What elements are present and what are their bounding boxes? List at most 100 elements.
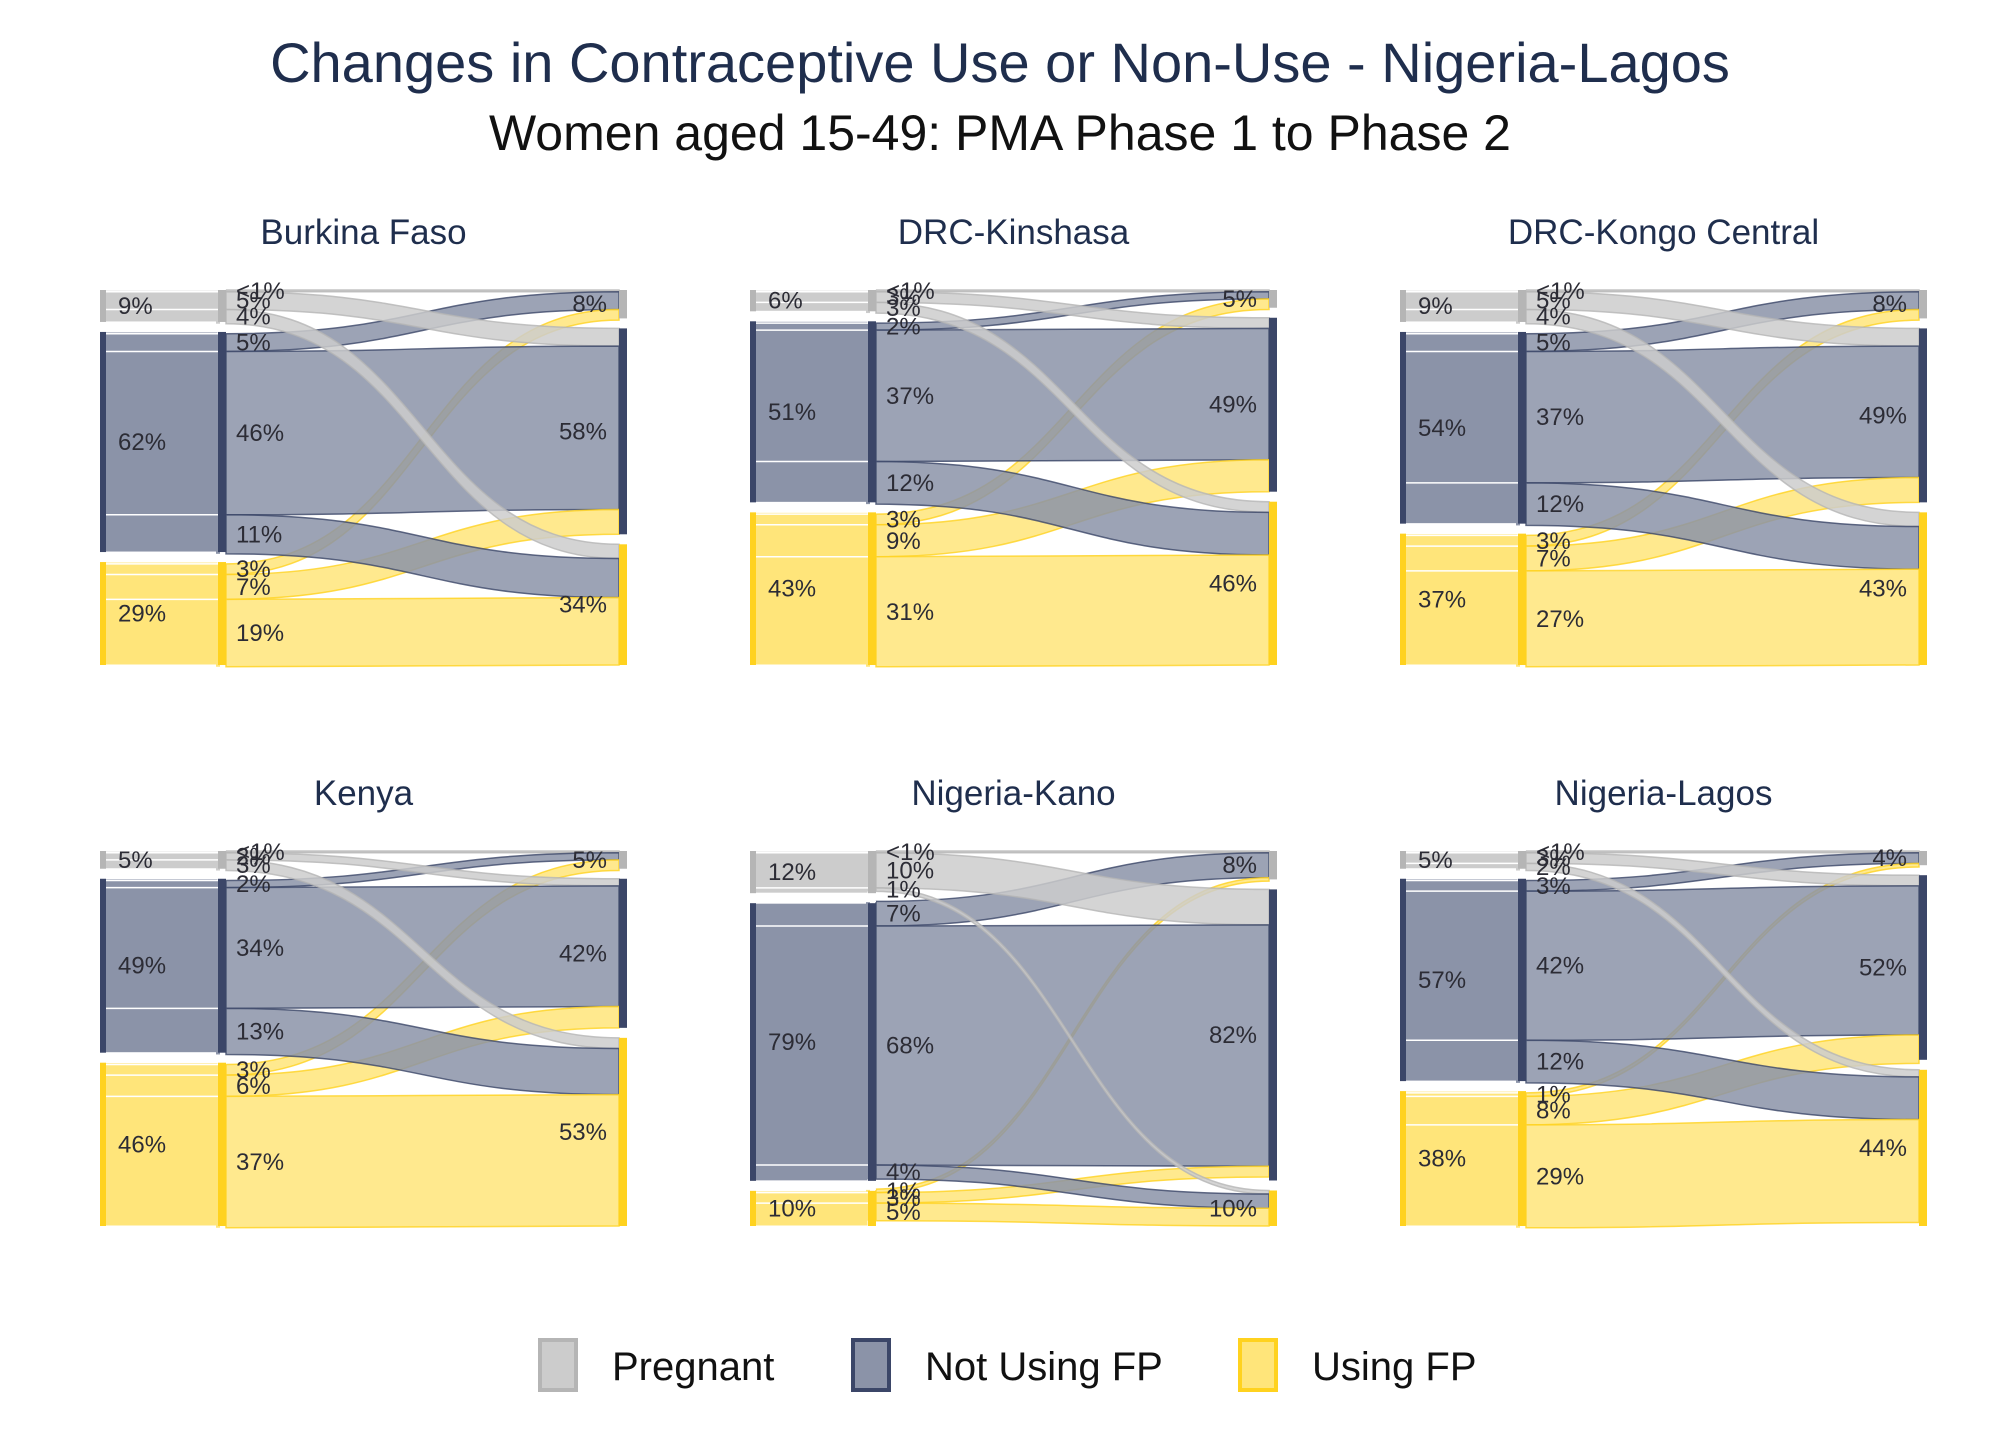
node-phase2-using-fp bbox=[1919, 1069, 1927, 1226]
label-phase2-not-using-fp: 58% bbox=[559, 418, 607, 445]
node-middle-using-fp bbox=[1518, 533, 1526, 665]
label-flow-pregnant-to-pregnant: <1% bbox=[236, 278, 285, 305]
node-phase2-not-using-fp bbox=[619, 878, 627, 1028]
label-flow-using-fp-to-not-using-fp: 8% bbox=[1536, 1098, 1571, 1125]
label-phase2-not-using-fp: 82% bbox=[1209, 1022, 1257, 1049]
band-phase1-not-using-fp bbox=[1399, 878, 1519, 1082]
node-phase1-using-fp bbox=[100, 1062, 106, 1226]
label-flow-not-using-fp-to-using-fp: 12% bbox=[1536, 491, 1584, 518]
node-phase1-using-fp bbox=[100, 562, 106, 665]
label-flow-using-fp-to-using-fp: 31% bbox=[886, 599, 934, 626]
label-phase1-pregnant: 5% bbox=[118, 847, 153, 874]
node-middle-using-fp bbox=[218, 1062, 226, 1226]
label-flow-using-fp-to-pregnant: 3% bbox=[1536, 528, 1571, 555]
node-phase2-pregnant bbox=[619, 290, 627, 319]
label-flow-using-fp-to-not-using-fp: 6% bbox=[236, 1073, 271, 1100]
band-phase1-not-using-fp bbox=[749, 902, 869, 1182]
node-middle-not-using-fp bbox=[218, 878, 226, 1053]
label-phase1-not-using-fp: 57% bbox=[1418, 967, 1466, 994]
flow-ribbons-burkina-faso bbox=[225, 289, 620, 668]
node-phase2-using-fp bbox=[619, 544, 627, 665]
label-phase1-pregnant: 9% bbox=[118, 293, 153, 320]
node-phase1-pregnant bbox=[1400, 851, 1406, 869]
label-flow-pregnant-to-pregnant: <1% bbox=[1536, 278, 1585, 305]
label-flow-pregnant-to-not-using-fp: 3% bbox=[886, 284, 921, 311]
label-phase2-using-fp: 53% bbox=[559, 1119, 607, 1146]
legend-swatch-pregnant bbox=[538, 1338, 578, 1392]
label-flow-using-fp-to-using-fp: 27% bbox=[1536, 606, 1584, 633]
node-phase1-pregnant bbox=[100, 290, 106, 322]
label-flow-using-fp-to-using-fp: 37% bbox=[236, 1149, 284, 1176]
node-middle-not-using-fp bbox=[868, 903, 876, 1181]
node-phase1-using-fp bbox=[750, 1190, 756, 1226]
node-phase1-using-fp bbox=[1400, 533, 1406, 665]
label-phase2-pregnant: 4% bbox=[1872, 845, 1907, 872]
panel-burkina-faso: Burkina Faso9%62%29%<1%5%4%5%46%11%3%7%1… bbox=[99, 213, 627, 668]
node-phase1-not-using-fp bbox=[100, 331, 106, 553]
label-flow-pregnant-to-not-using-fp: 3% bbox=[1536, 845, 1571, 872]
legend-swatch-not-using-fp bbox=[851, 1338, 891, 1392]
node-middle-using-fp bbox=[218, 562, 226, 665]
label-flow-not-using-fp-to-pregnant: 7% bbox=[886, 901, 921, 928]
panel-title-nigeria-kano: Nigeria-Kano bbox=[911, 774, 1115, 813]
label-phase1-pregnant: 12% bbox=[768, 859, 816, 886]
label-flow-pregnant-to-pregnant: <1% bbox=[886, 839, 935, 866]
label-phase1-not-using-fp: 62% bbox=[118, 429, 166, 456]
label-flow-not-using-fp-to-using-fp: 12% bbox=[1536, 1049, 1584, 1076]
panel-title-drc-kinshasa: DRC-Kinshasa bbox=[898, 213, 1130, 252]
node-phase1-pregnant bbox=[1400, 290, 1406, 322]
label-flow-using-fp-to-pregnant: 3% bbox=[236, 1057, 271, 1084]
panel-kenya: Kenya5%49%46%<1%2%3%2%34%13%3%6%37%5%42%… bbox=[99, 774, 627, 1229]
label-phase2-using-fp: 46% bbox=[1209, 570, 1257, 597]
node-middle-pregnant bbox=[1518, 290, 1526, 322]
legend-label-not-using-fp: Not Using FP bbox=[925, 1345, 1163, 1389]
node-phase1-pregnant bbox=[750, 851, 756, 894]
node-phase1-pregnant bbox=[750, 290, 756, 312]
label-phase2-using-fp: 34% bbox=[559, 592, 607, 619]
legend-label-pregnant: Pregnant bbox=[612, 1345, 774, 1389]
band-phase1-using-fp bbox=[749, 1190, 869, 1227]
label-phase2-not-using-fp: 49% bbox=[1209, 392, 1257, 419]
label-flow-not-using-fp-to-using-fp: 4% bbox=[886, 1159, 921, 1186]
node-phase2-using-fp bbox=[619, 1037, 627, 1226]
node-phase1-not-using-fp bbox=[750, 903, 756, 1181]
node-middle-pregnant bbox=[1518, 851, 1526, 869]
label-flow-using-fp-to-using-fp: 5% bbox=[886, 1199, 921, 1226]
label-flow-pregnant-to-not-using-fp: 2% bbox=[236, 843, 271, 870]
node-phase2-pregnant bbox=[1919, 290, 1927, 319]
label-phase2-not-using-fp: 49% bbox=[1859, 402, 1907, 429]
label-phase1-using-fp: 43% bbox=[768, 576, 816, 603]
node-middle-not-using-fp bbox=[1518, 878, 1526, 1082]
node-phase1-using-fp bbox=[1400, 1091, 1406, 1226]
band-phase1-not-using-fp bbox=[749, 320, 869, 503]
label-flow-using-fp-to-using-fp: 19% bbox=[236, 620, 284, 647]
label-flow-pregnant-to-not-using-fp: 10% bbox=[886, 857, 934, 884]
node-phase1-not-using-fp bbox=[750, 321, 756, 503]
node-middle-not-using-fp bbox=[868, 321, 876, 503]
label-flow-using-fp-to-pregnant: 1% bbox=[886, 1178, 921, 1205]
label-flow-using-fp-to-pregnant: 3% bbox=[236, 556, 271, 583]
label-phase1-not-using-fp: 49% bbox=[118, 953, 166, 980]
label-flow-using-fp-to-not-using-fp: 7% bbox=[1536, 546, 1571, 573]
label-phase1-pregnant: 6% bbox=[768, 288, 803, 315]
node-middle-using-fp bbox=[1518, 1091, 1526, 1226]
label-phase2-not-using-fp: 42% bbox=[559, 940, 607, 967]
band-phase1-using-fp bbox=[1399, 1090, 1519, 1227]
label-phase1-pregnant: 9% bbox=[1418, 293, 1453, 320]
node-middle-using-fp bbox=[868, 1190, 876, 1226]
panel-drc-kinshasa: DRC-Kinshasa6%51%43%<1%3%3%2%37%12%3%9%3… bbox=[749, 213, 1277, 668]
label-phase2-using-fp: 43% bbox=[1859, 576, 1907, 603]
flow-pregnant-to-pregnant bbox=[225, 850, 620, 854]
node-phase2-pregnant bbox=[1269, 290, 1277, 308]
label-phase1-using-fp: 46% bbox=[118, 1131, 166, 1158]
label-flow-using-fp-to-using-fp: 29% bbox=[1536, 1163, 1584, 1190]
label-phase2-pregnant: 8% bbox=[572, 291, 607, 318]
flow-pregnant-to-pregnant bbox=[225, 289, 620, 293]
legend-label-using-fp: Using FP bbox=[1312, 1345, 1477, 1389]
label-flow-not-using-fp-to-pregnant: 2% bbox=[236, 871, 271, 898]
label-phase2-using-fp: 44% bbox=[1859, 1135, 1907, 1162]
label-flow-pregnant-to-using-fp: 2% bbox=[1536, 854, 1571, 881]
panel-title-kenya: Kenya bbox=[314, 774, 414, 813]
label-flow-pregnant-to-using-fp: 3% bbox=[886, 295, 921, 322]
